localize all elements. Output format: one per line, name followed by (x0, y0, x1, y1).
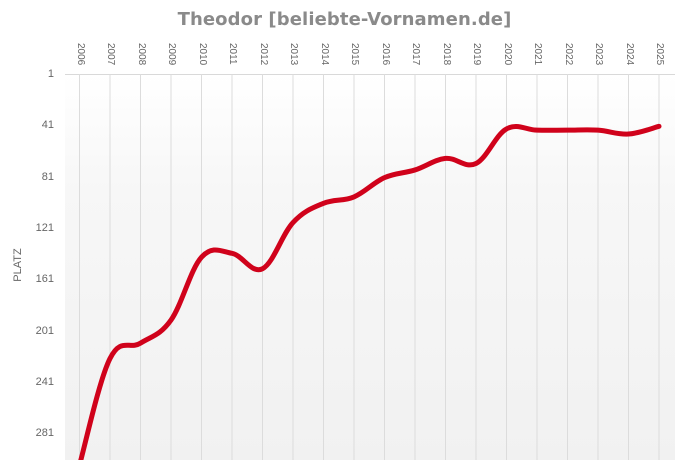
plot-area (65, 74, 675, 460)
gridlines (79, 74, 660, 460)
y-tick-label: 241 (35, 375, 54, 388)
y-tick-label: 81 (41, 170, 54, 183)
y-tick-label: 281 (35, 427, 54, 440)
plot-top-border (65, 74, 675, 75)
y-tick-label: 41 (41, 119, 54, 132)
chart-title: Theodor [beliebte-Vornamen.de] (177, 9, 512, 30)
y-tick-label: 201 (35, 324, 54, 337)
series-line-theodor (78, 123, 662, 460)
y-tick-label: 121 (35, 221, 54, 234)
y-tick-label: 1 (47, 68, 54, 80)
y-tick-label: 161 (35, 273, 54, 286)
